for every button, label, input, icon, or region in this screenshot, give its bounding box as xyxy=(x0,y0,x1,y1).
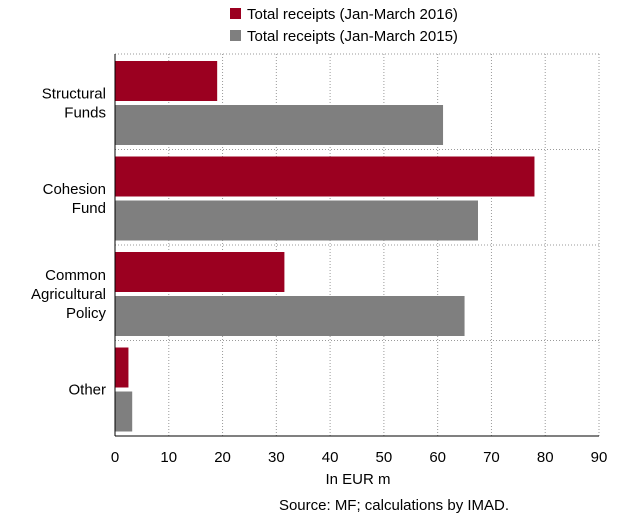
bar xyxy=(115,200,478,241)
x-tick-label: 70 xyxy=(483,449,500,466)
x-tick-label: 80 xyxy=(537,449,554,466)
legend-swatch xyxy=(230,30,241,41)
x-tick-label: 40 xyxy=(322,449,339,466)
bar xyxy=(115,105,444,145)
category-label: Fund xyxy=(72,200,106,217)
x-tick-label: 50 xyxy=(376,449,393,466)
bar xyxy=(115,252,285,292)
legend-label: Total receipts (Jan-March 2015) xyxy=(247,28,458,45)
x-tick-label: 90 xyxy=(591,449,608,466)
category-label: Other xyxy=(68,381,106,398)
category-label: Common xyxy=(45,267,106,284)
plot-frame xyxy=(114,53,600,437)
legend: Total receipts (Jan-March 2016) Total rec… xyxy=(230,6,458,45)
bar xyxy=(115,347,129,388)
category-label: Cohesion xyxy=(43,181,106,198)
x-tick-label: 20 xyxy=(214,449,231,466)
x-axis-ticks: 0 10 20 30 40 50 60 70 80 90 xyxy=(111,449,608,466)
x-axis-label: In EUR m xyxy=(325,471,390,488)
legend-label: Total receipts (Jan-March 2016) xyxy=(247,6,458,23)
bar xyxy=(115,391,133,432)
x-tick-label: 0 xyxy=(111,449,119,466)
bar xyxy=(115,156,535,197)
bar xyxy=(115,61,218,101)
x-tick-label: 10 xyxy=(160,449,177,466)
legend-swatch xyxy=(230,8,241,19)
category-labels: Structural Funds Cohesion Fund Common Agricul… xyxy=(31,85,107,398)
bar xyxy=(115,296,465,336)
x-tick-label: 30 xyxy=(268,449,285,466)
category-label: Policy xyxy=(66,305,107,322)
category-label: Funds xyxy=(64,104,106,121)
bars xyxy=(115,61,535,432)
x-tick-label: 60 xyxy=(429,449,446,466)
source-note: Source: MF; calculations by IMAD. xyxy=(279,497,509,514)
category-label: Structural xyxy=(42,85,106,102)
category-label: Agricultural xyxy=(31,286,106,303)
